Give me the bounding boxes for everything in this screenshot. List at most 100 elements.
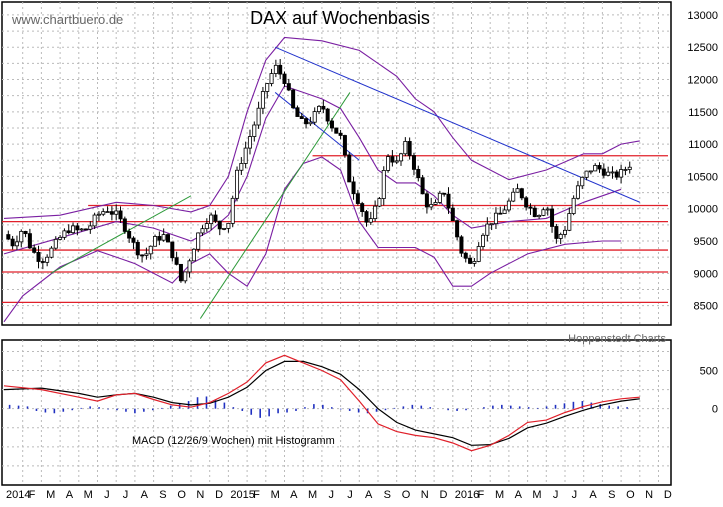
candle-body [260, 91, 265, 109]
candle-body [386, 156, 391, 171]
candle-body [243, 147, 248, 164]
candle-body [114, 210, 119, 215]
candle-body [558, 233, 563, 239]
candle-body [463, 252, 468, 259]
candle-body [23, 230, 28, 235]
x-tick-label: J [553, 489, 559, 501]
candle-body [580, 176, 585, 187]
candle-body [27, 233, 32, 249]
candle-body [40, 261, 45, 263]
candle-body [498, 212, 503, 215]
candle-body [153, 236, 158, 247]
candle-body [455, 220, 460, 238]
candle-body [493, 212, 498, 225]
candle-body [623, 169, 628, 171]
candle-body [429, 204, 434, 208]
candle-body [118, 210, 123, 220]
candle-body [446, 193, 451, 209]
candle-body [355, 193, 360, 204]
candle-body [601, 168, 606, 176]
candle-body [338, 132, 343, 136]
candle-body [157, 236, 162, 241]
candle-body [606, 171, 611, 176]
candle-body [217, 220, 222, 230]
candle-body [364, 211, 369, 223]
candle-body [519, 188, 524, 199]
candle-body [532, 207, 537, 218]
candle-body [373, 205, 378, 220]
candle-body [170, 241, 175, 259]
candle-body [62, 230, 67, 238]
candle-body [127, 231, 132, 239]
candle-body [325, 108, 330, 122]
x-tick-label: N [645, 489, 653, 501]
trend-line [199, 92, 351, 319]
candle-body [161, 234, 166, 241]
candle-body [476, 246, 481, 262]
candle-body [83, 228, 88, 231]
candle-body [597, 165, 602, 170]
trend-lines [50, 46, 640, 319]
candle-body [321, 105, 326, 110]
macd-label: MACD (12/26/9 Wochen) mit Histogramm [132, 435, 335, 447]
candle-body [226, 223, 231, 229]
candle-body [420, 177, 425, 195]
candle-body [295, 107, 300, 117]
candle-body [291, 89, 296, 109]
price-tick-label: 8500 [694, 301, 718, 313]
x-tick-label: 2016 [455, 489, 479, 501]
candle-body [32, 247, 37, 253]
candle-body [256, 107, 261, 126]
candle-body [213, 214, 218, 222]
x-tick-label: D [215, 489, 223, 501]
candle-body [545, 208, 550, 211]
candle-body [282, 73, 287, 84]
candle-body [239, 163, 244, 171]
macd-tick-label: 500 [700, 366, 718, 378]
candle-body [178, 263, 183, 282]
trend-line [50, 195, 192, 274]
candle-body [368, 218, 373, 223]
x-tick-label: D [439, 489, 447, 501]
candle-body [148, 245, 153, 255]
candle-body [437, 192, 442, 203]
candle-body [433, 202, 438, 205]
candle-body [165, 234, 170, 243]
candle-body [411, 155, 416, 170]
x-tick-label: F [253, 489, 260, 501]
candle-body [209, 214, 214, 225]
candle-body [75, 225, 80, 231]
candle-body [489, 223, 494, 226]
candle-body [506, 200, 511, 211]
candle-body [144, 253, 149, 256]
candle-body [269, 73, 274, 84]
x-tick-label: A [141, 489, 149, 501]
candle-body [450, 207, 455, 222]
candle-body [627, 166, 632, 170]
price-panel-frame [1, 1, 672, 326]
price-tick-label: 13000 [687, 10, 718, 22]
x-tick-label: M [308, 489, 317, 501]
candle-body [92, 214, 97, 227]
x-tick-label: M [495, 489, 504, 501]
candle-body [183, 271, 188, 282]
candle-body [131, 237, 136, 243]
candle-body [71, 225, 76, 234]
candle-body [88, 225, 93, 230]
x-tick-label: F [477, 489, 484, 501]
candle-body [614, 171, 619, 178]
candle-body [347, 154, 352, 183]
candle-body [619, 169, 624, 178]
candle-body [554, 226, 559, 239]
candle-body [575, 185, 580, 199]
macd-lines [3, 354, 640, 452]
candle-body [472, 261, 477, 264]
candle-body [442, 192, 447, 195]
chart-title: DAX auf Wochenbasis [250, 8, 430, 28]
macd-grid [2, 340, 671, 485]
candle-body [524, 197, 529, 208]
candle-body [200, 228, 205, 234]
price-tick-label: 11500 [688, 107, 718, 119]
candle-body [286, 83, 291, 91]
